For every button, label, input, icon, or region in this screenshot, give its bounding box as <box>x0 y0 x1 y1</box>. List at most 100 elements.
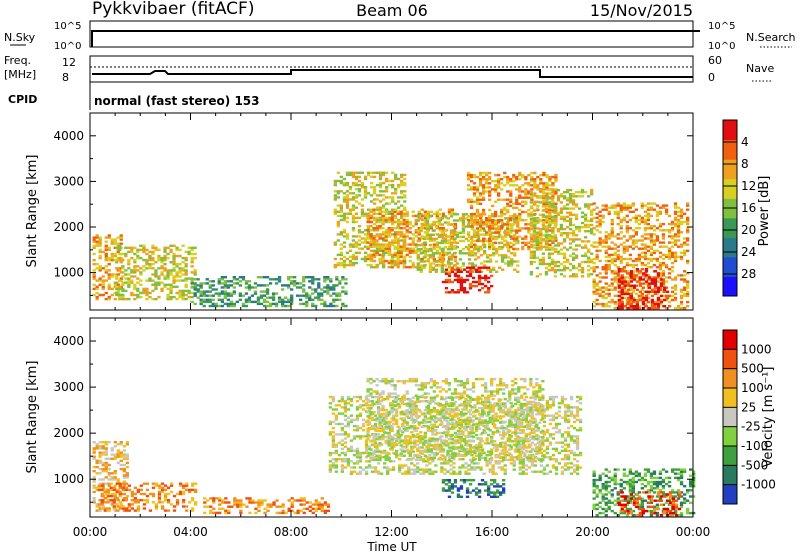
power-cell <box>118 248 122 252</box>
power-cell <box>466 198 471 201</box>
power-cell <box>348 212 353 215</box>
power-cell <box>169 285 173 288</box>
velocity-cell <box>124 486 128 489</box>
power-cell <box>259 302 264 306</box>
power-cell <box>631 210 635 213</box>
velocity-cell <box>191 488 195 492</box>
power-cell <box>369 225 373 228</box>
velocity-cell <box>311 511 315 515</box>
power-cell <box>384 233 388 236</box>
power-cell <box>475 202 480 205</box>
power-cell <box>477 282 482 286</box>
velocity-cell <box>203 497 207 500</box>
power-cell <box>647 307 652 310</box>
velocity-cell <box>97 503 101 506</box>
power-cell <box>655 300 660 304</box>
power-cell <box>366 220 370 224</box>
power-cell <box>628 204 632 207</box>
power-cell <box>157 258 161 262</box>
power-cell <box>529 254 533 257</box>
power-cell <box>480 287 485 290</box>
power-cell <box>320 294 324 297</box>
power-cell <box>512 235 516 238</box>
power-cell <box>326 284 330 287</box>
power-cell <box>113 273 117 276</box>
power-cell <box>110 254 114 258</box>
power-cell <box>617 278 621 281</box>
velocity-cell <box>101 453 105 456</box>
velocity-cell <box>340 433 344 436</box>
power-cell <box>628 278 632 281</box>
power-cell <box>244 304 249 308</box>
power-cell <box>151 297 155 301</box>
power-cell <box>647 284 652 287</box>
velocity-cell <box>340 406 344 409</box>
velocity-cell <box>151 482 156 485</box>
power-cell <box>354 212 359 215</box>
velocity-cell <box>239 503 243 506</box>
power-cell <box>529 219 533 223</box>
power-cell <box>363 214 368 218</box>
power-cell <box>447 239 452 242</box>
power-cell <box>562 215 567 218</box>
velocity-cell <box>98 455 102 458</box>
power-cell <box>551 184 555 187</box>
power-cell <box>625 290 629 293</box>
velocity-cell <box>218 499 222 502</box>
power-cell <box>375 206 380 209</box>
power-cell <box>354 196 359 199</box>
power-cell <box>229 280 233 283</box>
power-cell <box>142 291 146 295</box>
power-cell <box>538 232 542 235</box>
power-cell <box>667 214 672 218</box>
power-cell <box>649 239 654 242</box>
velocity-cell <box>373 414 378 417</box>
power-cell <box>450 245 455 248</box>
power-cell <box>375 198 380 201</box>
power-cell <box>440 233 444 236</box>
power-cell <box>652 229 657 232</box>
power-cell <box>428 237 432 241</box>
velocity-cell <box>101 467 105 471</box>
power-cell <box>348 192 353 195</box>
power-cell <box>372 202 377 205</box>
power-cell <box>628 253 632 257</box>
power-cell <box>658 229 663 232</box>
velocity-cell <box>346 460 351 463</box>
power-cell <box>515 231 519 234</box>
power-cell <box>470 223 475 226</box>
velocity-cell <box>212 499 216 502</box>
power-cell <box>538 238 542 241</box>
power-cell <box>556 244 561 247</box>
power-cell <box>613 263 617 267</box>
power-cell <box>577 227 582 231</box>
power-cell <box>469 221 474 224</box>
power-cell <box>628 300 632 304</box>
power-cell <box>562 266 567 270</box>
power-cell <box>127 261 131 264</box>
velocity-cell <box>124 499 128 502</box>
velocity-cell <box>115 482 119 485</box>
velocity-cell <box>104 476 108 479</box>
velocity-cell <box>364 404 369 407</box>
power-cell <box>466 223 471 226</box>
velocity-cell <box>224 511 228 515</box>
power-cell <box>544 236 549 239</box>
power-cell <box>604 208 608 211</box>
power-cell <box>400 216 404 220</box>
power-cell <box>541 223 545 227</box>
power-cell <box>262 304 267 308</box>
power-cell <box>647 286 652 289</box>
power-cell <box>163 248 167 252</box>
power-cell <box>432 245 436 248</box>
power-cell <box>545 175 549 179</box>
velocity-cell <box>296 509 300 512</box>
power-cell <box>632 286 636 289</box>
power-cell <box>422 235 426 239</box>
power-cell <box>181 279 185 282</box>
power-cell <box>554 247 558 251</box>
power-cell <box>497 182 501 185</box>
velocity-cell <box>104 457 108 460</box>
velocity-cell <box>407 472 411 475</box>
power-cell <box>378 253 382 257</box>
